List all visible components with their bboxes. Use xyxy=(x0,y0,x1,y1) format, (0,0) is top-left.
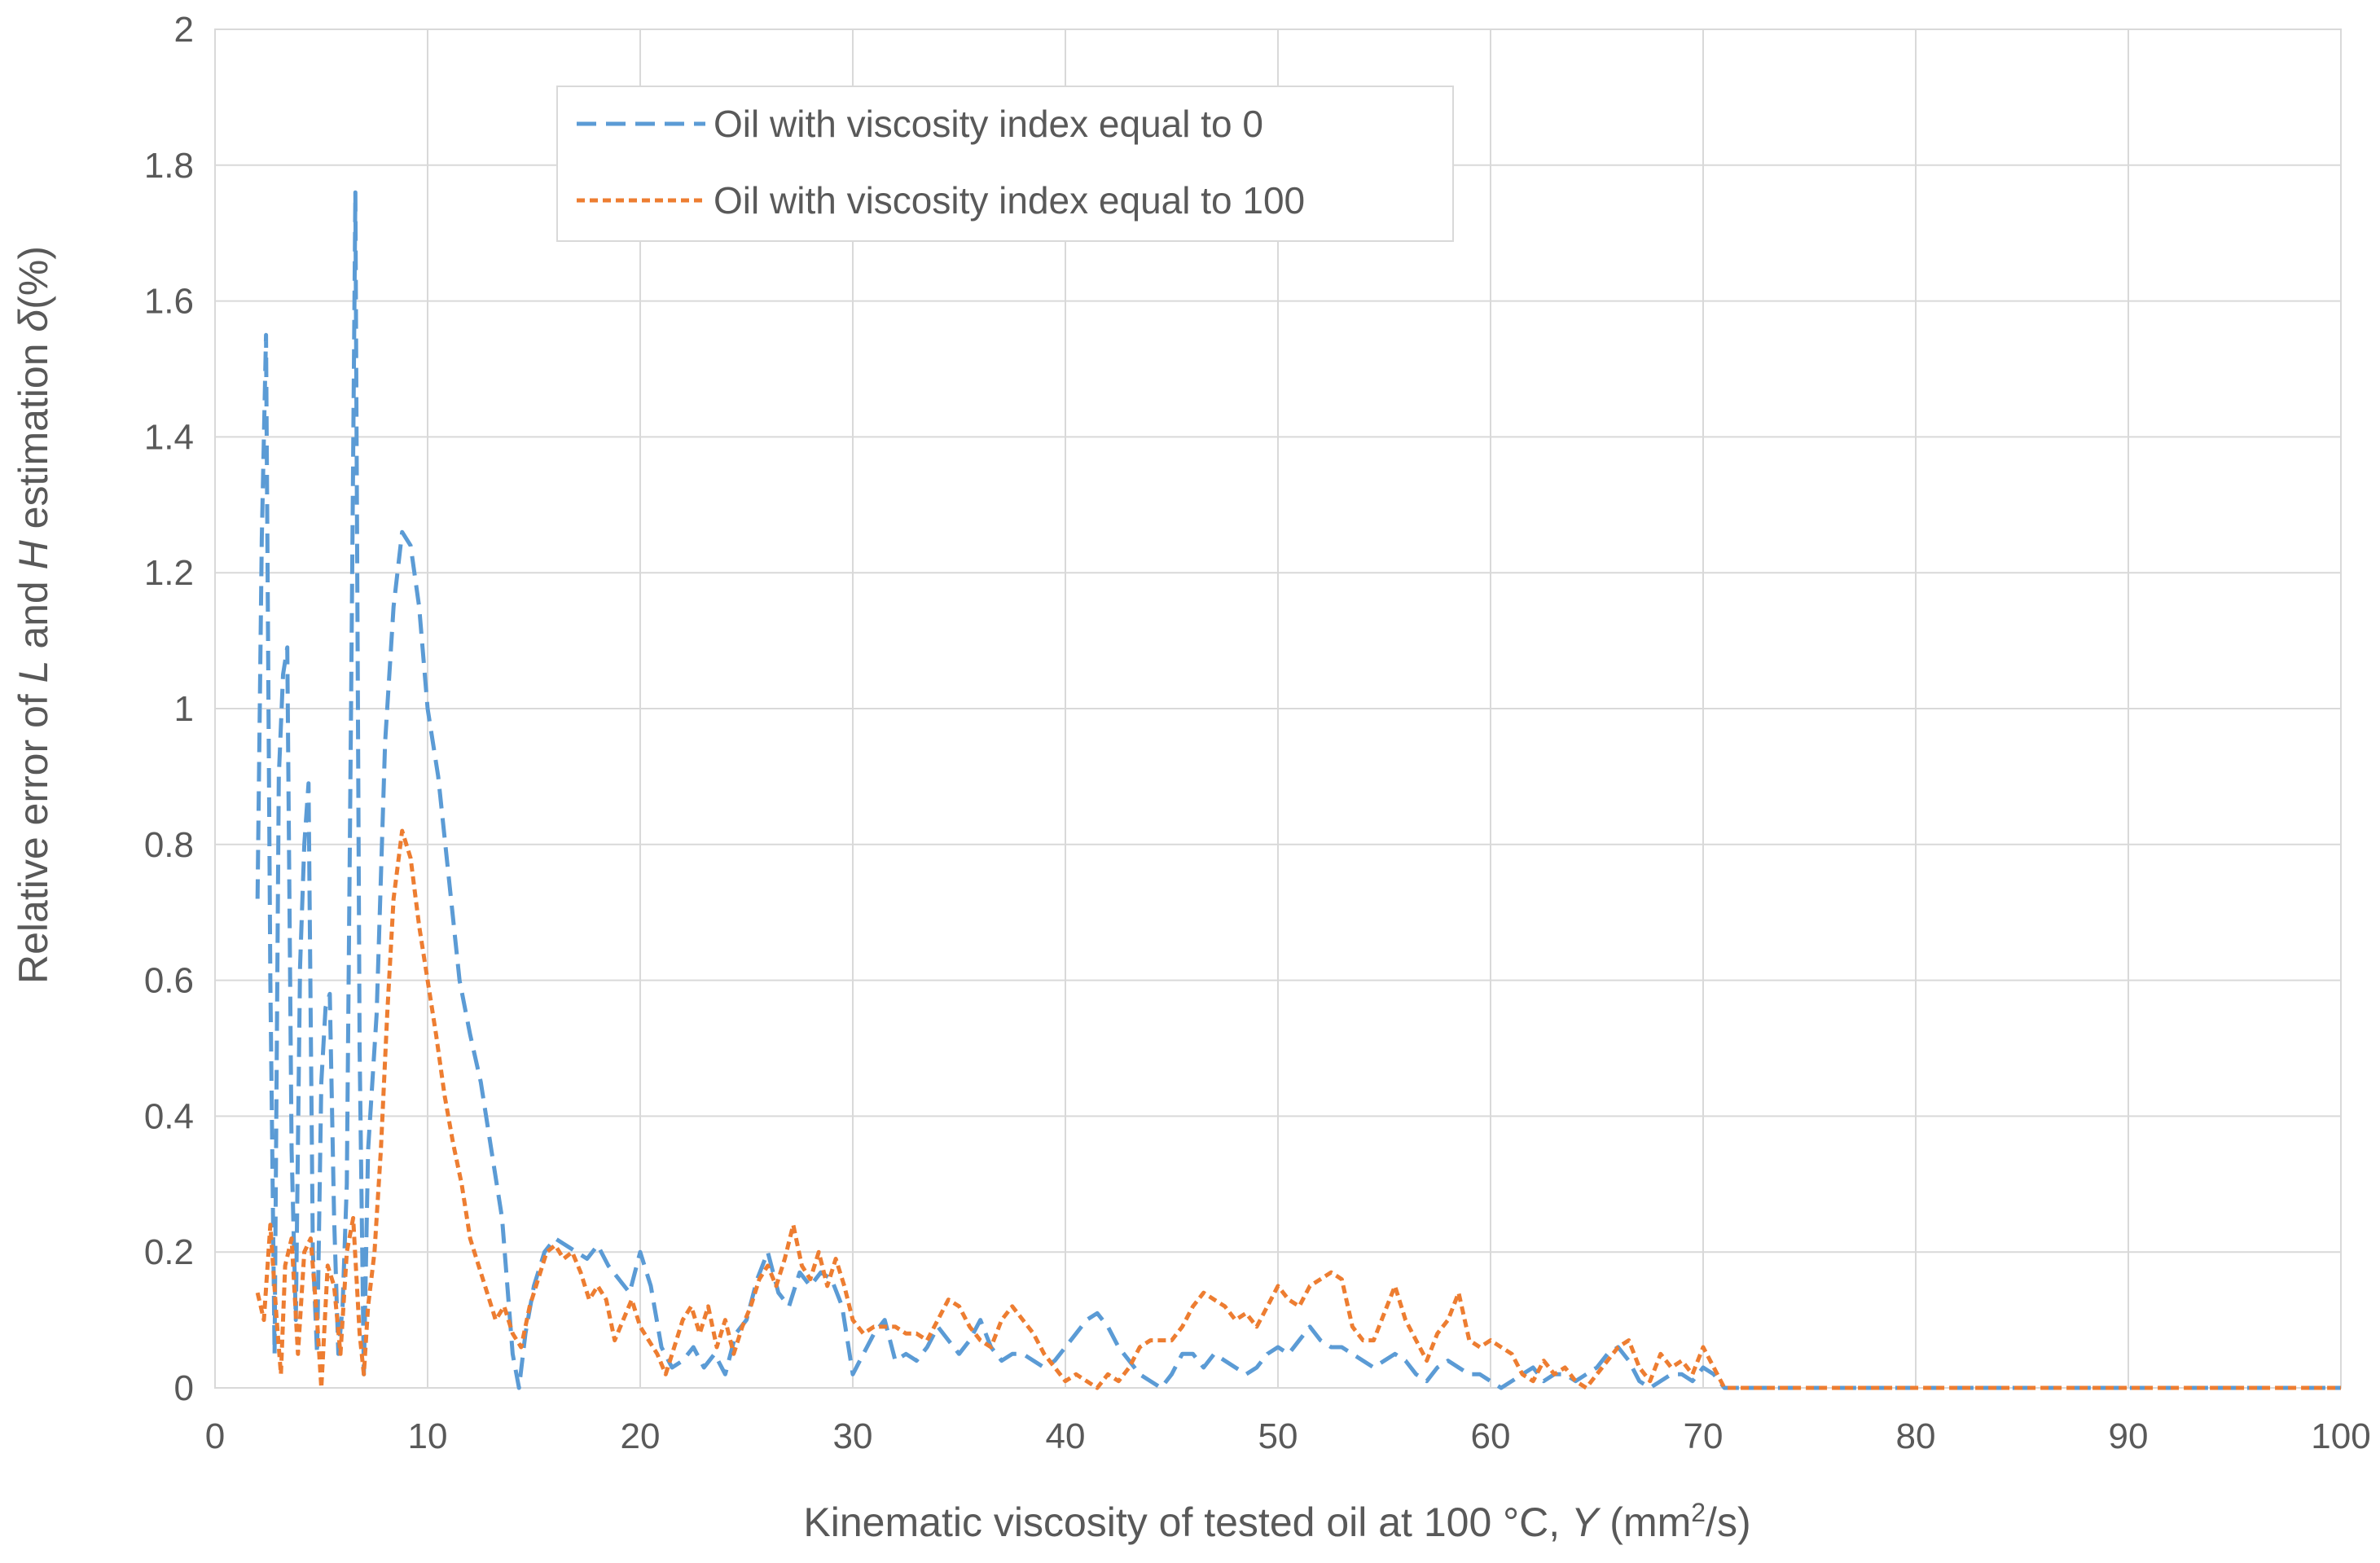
x-tick-label: 100 xyxy=(2311,1416,2370,1456)
y-tick-label: 0.8 xyxy=(144,825,194,865)
x-tick-label: 80 xyxy=(1896,1416,1936,1456)
x-tick-label: 60 xyxy=(1471,1416,1511,1456)
y-tick-label: 0 xyxy=(174,1368,194,1408)
y-tick-label: 0.6 xyxy=(144,961,194,1001)
y-tick-label: 1.8 xyxy=(144,146,194,186)
y-axis-tick-labels: 0 0.2 0.4 0.6 0.8 1 1.2 1.4 1.6 1.8 2 xyxy=(144,10,194,1408)
x-tick-label: 40 xyxy=(1046,1416,1086,1456)
x-tick-label: 50 xyxy=(1258,1416,1298,1456)
y-tick-label: 1 xyxy=(174,689,194,729)
series-layer xyxy=(255,190,2341,1390)
x-axis-title: Kinematic viscosity of tested oil at 100… xyxy=(803,1498,1750,1545)
legend-entry-vi-0: Oil with viscosity index equal to 0 xyxy=(577,103,1263,145)
x-tick-label: 0 xyxy=(205,1416,225,1456)
series-line-vi-100 xyxy=(255,828,2341,1390)
y-tick-label: 1.2 xyxy=(144,553,194,593)
y-tick-label: 1.6 xyxy=(144,282,194,322)
y-tick-label: 2 xyxy=(174,10,194,50)
legend-label-vi-100: Oil with viscosity index equal to 100 xyxy=(714,179,1305,222)
legend-box xyxy=(556,86,1454,242)
x-tick-label: 70 xyxy=(1684,1416,1724,1456)
x-tick-label: 90 xyxy=(2109,1416,2149,1456)
x-tick-label: 10 xyxy=(408,1416,448,1456)
x-axis-tick-labels: 0 10 20 30 40 50 60 70 80 90 100 xyxy=(205,1416,2371,1456)
x-tick-label: 20 xyxy=(621,1416,661,1456)
legend-entry-vi-100: Oil with viscosity index equal to 100 xyxy=(577,179,1305,222)
y-axis-title: Relative error of L and H estimation δ(%… xyxy=(11,246,56,984)
y-tick-label: 0.2 xyxy=(144,1232,194,1272)
y-tick-label: 1.4 xyxy=(144,417,194,457)
legend: Oil with viscosity index equal to 0 Oil … xyxy=(556,86,1454,242)
plot-area-border xyxy=(214,29,2342,1389)
series-line-vi-0 xyxy=(255,190,2341,1390)
y-tick-label: 0.4 xyxy=(144,1096,194,1136)
x-tick-label: 30 xyxy=(833,1416,873,1456)
legend-label-vi-0: Oil with viscosity index equal to 0 xyxy=(714,103,1263,145)
